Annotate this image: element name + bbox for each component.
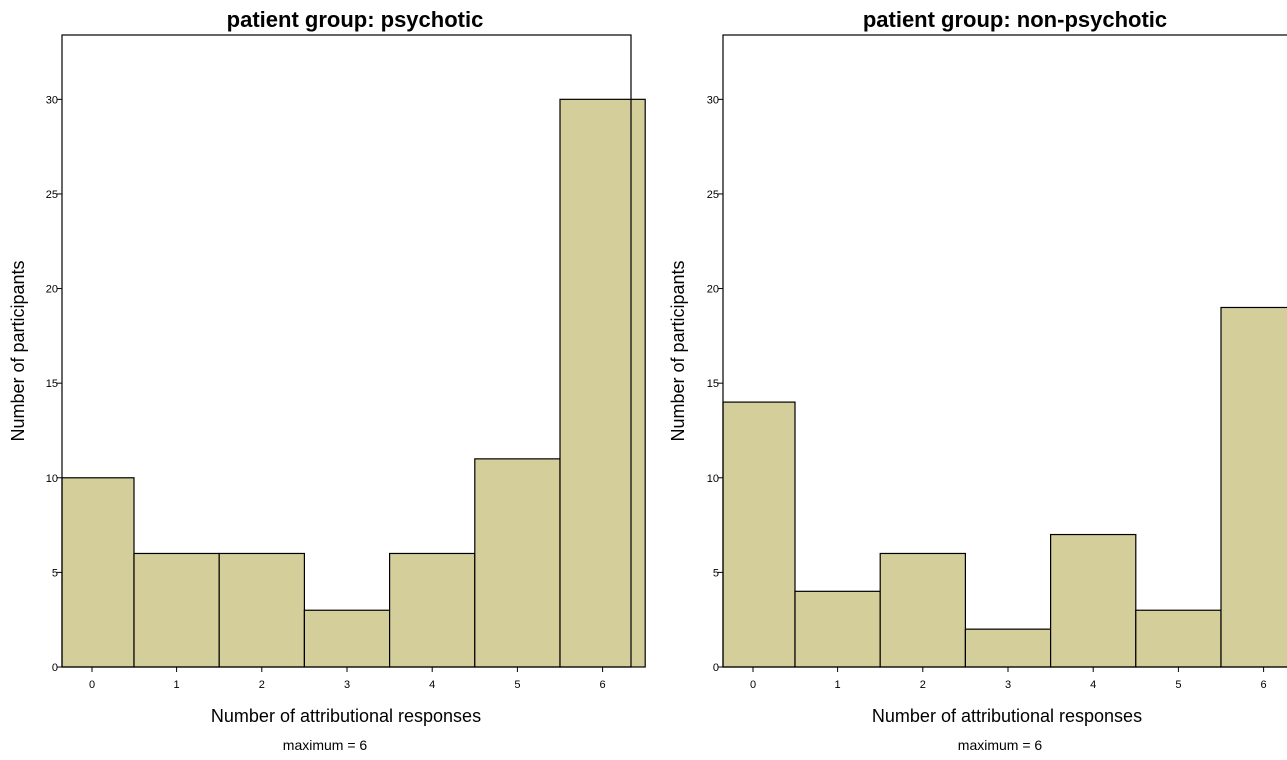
x-tick-label: 0 [89,679,95,691]
y-tick-label: 20 [707,284,719,296]
x-tick-label: 3 [344,679,350,691]
x-tick-label: 2 [259,679,265,691]
bar-3 [964,628,1052,668]
x-tick-label: 6 [1261,679,1267,691]
bar-6 [559,98,646,668]
y-tick-label: 5 [713,567,719,579]
x-axis-label: Number of attributional responses [872,706,1142,726]
bar-2 [879,552,967,668]
x-tick-label: 4 [429,679,435,691]
x-tick-label: 0 [750,679,756,691]
y-tick-label: 30 [707,94,719,106]
x-tick-label: 4 [1090,679,1096,691]
plot-frame [722,34,1287,668]
bar-0 [722,401,796,668]
bar-6 [1220,306,1287,668]
x-tick-label: 5 [1175,679,1181,691]
x-tick-label: 2 [920,679,926,691]
bar-1 [133,552,220,668]
y-tick-label: 25 [46,189,58,201]
plot-frame [61,34,632,668]
x-tick-label: 5 [514,679,520,691]
x-tick-label: 1 [835,679,841,691]
y-tick-label: 15 [46,378,58,390]
y-axis-label: Number of participants [668,260,688,441]
bar-4 [389,552,476,668]
y-tick-label: 25 [707,189,719,201]
bar-5 [1135,609,1222,668]
y-tick-label: 20 [46,284,58,296]
bar-4 [1049,533,1137,668]
y-axis-ticks: 0 5 10 15 20 25 30 [707,94,723,674]
y-tick-label: 30 [46,94,58,106]
bars-group [722,306,1287,668]
bar-5 [474,458,561,668]
x-tick-label: 3 [1005,679,1011,691]
x-axis-ticks: 0 1 2 3 4 5 6 [89,667,606,691]
bar-1 [794,590,881,668]
bar-0 [61,477,135,668]
y-axis-ticks: 0 5 10 15 20 25 30 [46,94,62,674]
x-tick-label: 1 [174,679,180,691]
y-tick-label: 10 [46,473,58,485]
chart-title: patient group: non-psychotic [863,7,1167,32]
bars-group [61,98,646,668]
y-tick-label: 0 [52,662,58,674]
y-tick-label: 0 [713,662,719,674]
chart-panel-non-psychotic: patient group: non-psychotic 05101520253… [668,7,1287,753]
bar-3 [303,609,391,668]
x-axis-ticks: 0 1 2 3 4 5 6 [750,667,1267,691]
x-tick-label: 6 [600,679,606,691]
bar-2 [218,552,305,668]
y-tick-label: 10 [707,473,719,485]
y-tick-label: 5 [52,567,58,579]
y-axis-label: Number of participants [8,260,28,441]
x-axis-label: Number of attributional responses [211,706,481,726]
chart-note: maximum = 6 [283,737,368,753]
y-tick-label: 15 [707,378,719,390]
chart-note: maximum = 6 [958,737,1043,753]
chart-title: patient group: psychotic [227,7,484,32]
